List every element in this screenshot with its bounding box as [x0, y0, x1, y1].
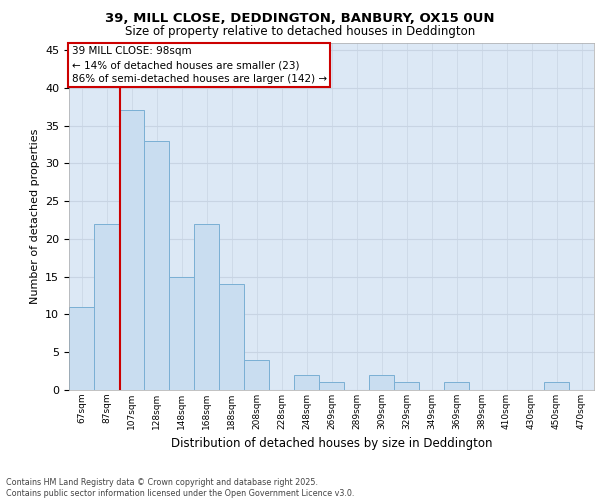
Bar [544, 382, 569, 390]
Text: 39 MILL CLOSE: 98sqm
← 14% of detached houses are smaller (23)
86% of semi-detac: 39 MILL CLOSE: 98sqm ← 14% of detached h… [71, 46, 326, 84]
Text: Contains HM Land Registry data © Crown copyright and database right 2025.
Contai: Contains HM Land Registry data © Crown c… [6, 478, 355, 498]
Bar [319, 382, 344, 390]
Bar [219, 284, 244, 390]
X-axis label: Distribution of detached houses by size in Deddington: Distribution of detached houses by size … [171, 438, 492, 450]
Bar [444, 382, 469, 390]
Text: 39, MILL CLOSE, DEDDINGTON, BANBURY, OX15 0UN: 39, MILL CLOSE, DEDDINGTON, BANBURY, OX1… [105, 12, 495, 26]
Bar [144, 140, 169, 390]
Bar [119, 110, 144, 390]
Bar [294, 375, 319, 390]
Bar [194, 224, 219, 390]
Bar [394, 382, 419, 390]
Bar [169, 276, 194, 390]
Text: Size of property relative to detached houses in Deddington: Size of property relative to detached ho… [125, 25, 475, 38]
Bar [69, 307, 94, 390]
Bar [94, 224, 119, 390]
Bar [244, 360, 269, 390]
Bar [369, 375, 394, 390]
Y-axis label: Number of detached properties: Number of detached properties [29, 128, 40, 304]
